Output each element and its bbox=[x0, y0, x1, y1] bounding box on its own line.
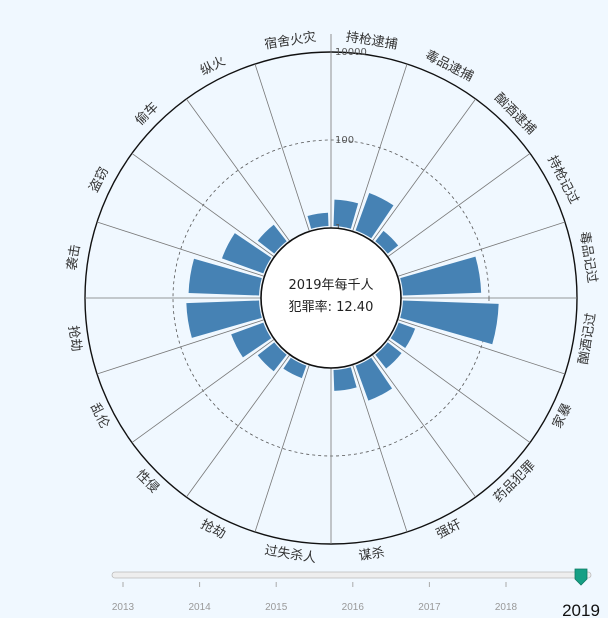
bar-16 bbox=[221, 233, 272, 274]
radial-bars bbox=[186, 193, 499, 401]
bar-1 bbox=[355, 193, 394, 239]
category-label: 毒品逮捕 bbox=[422, 47, 476, 85]
spoke bbox=[397, 221, 566, 277]
category-label: 酗酒逮捕 bbox=[491, 90, 539, 138]
bar-13 bbox=[231, 322, 272, 358]
category-label: 袭击 bbox=[65, 243, 84, 271]
spoke bbox=[397, 319, 566, 375]
bar-6 bbox=[390, 322, 416, 349]
current-year-label: 2019 bbox=[562, 601, 600, 618]
category-label: 酗酒记过 bbox=[576, 312, 599, 366]
bar-0 bbox=[333, 199, 359, 229]
category-label: 性侵 bbox=[133, 467, 163, 497]
category-label: 过失杀人 bbox=[263, 543, 317, 566]
bar-17 bbox=[257, 224, 287, 254]
bar-19 bbox=[307, 212, 329, 229]
category-label: 谋杀 bbox=[358, 545, 386, 564]
category-label: 药品犯罪 bbox=[491, 458, 538, 505]
spoke bbox=[131, 153, 275, 258]
spoke bbox=[186, 98, 291, 242]
category-label: 宿舍火灾 bbox=[263, 29, 317, 53]
category-label: 盗窃 bbox=[86, 165, 112, 195]
category-label: 纵火 bbox=[198, 54, 228, 79]
category-label: 持枪记过 bbox=[544, 153, 582, 207]
bar-7 bbox=[375, 342, 402, 369]
year-label[interactable]: 2013 bbox=[112, 602, 135, 613]
category-label: 乱伦 bbox=[87, 401, 112, 431]
year-label[interactable]: 2018 bbox=[495, 602, 518, 613]
radial-grid bbox=[84, 34, 578, 545]
bar-12 bbox=[257, 342, 287, 372]
spoke bbox=[352, 63, 408, 232]
radial-tick-label: 100 bbox=[335, 135, 354, 146]
spoke bbox=[371, 98, 476, 242]
year-label[interactable]: 2016 bbox=[342, 602, 365, 613]
spoke bbox=[387, 338, 531, 443]
spoke bbox=[254, 63, 310, 232]
spoke bbox=[352, 364, 408, 533]
spoke bbox=[186, 354, 291, 498]
spoke bbox=[96, 319, 265, 375]
year-label[interactable]: 2015 bbox=[265, 602, 288, 613]
bar-2 bbox=[375, 230, 399, 254]
bar-5 bbox=[400, 300, 499, 345]
bar-11 bbox=[283, 357, 307, 379]
radial-tick-label: 10000 bbox=[335, 47, 367, 58]
spoke bbox=[131, 338, 275, 443]
year-label[interactable]: 2017 bbox=[418, 602, 441, 613]
bar-9 bbox=[333, 367, 357, 391]
category-label: 强奸 bbox=[434, 517, 464, 542]
spoke bbox=[254, 364, 310, 533]
center-title: 2019年每千人 bbox=[288, 277, 373, 293]
slider-track[interactable] bbox=[111, 571, 592, 579]
center-rate: 犯罪率: 12.40 bbox=[289, 299, 374, 315]
center-circle bbox=[260, 227, 402, 369]
spoke bbox=[96, 221, 265, 277]
spoke bbox=[387, 153, 531, 258]
slider-handle[interactable] bbox=[574, 568, 588, 586]
bar-4 bbox=[400, 256, 482, 296]
bar-15 bbox=[188, 258, 262, 296]
bar-14 bbox=[186, 300, 262, 338]
category-label: 抢劫 bbox=[65, 324, 85, 352]
year-slider[interactable]: 2013 2014 2015 2016 2017 2018 2019 bbox=[111, 568, 600, 618]
bar-8 bbox=[355, 357, 393, 401]
year-label[interactable]: 2014 bbox=[188, 602, 211, 613]
category-label: 毒品记过 bbox=[576, 230, 599, 284]
spoke bbox=[371, 354, 476, 498]
